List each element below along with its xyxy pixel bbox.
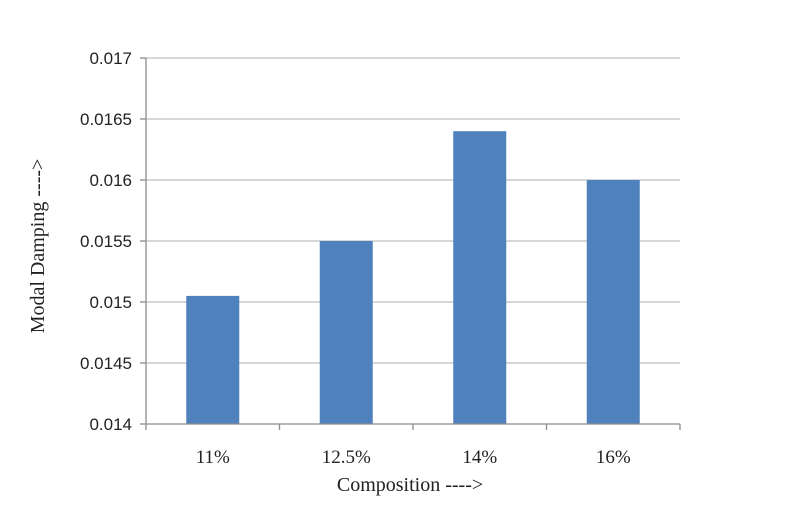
y-tick-label: 0.014 <box>89 415 132 434</box>
bars <box>186 131 640 424</box>
x-tick-label: 14% <box>462 447 497 468</box>
bar-16% <box>586 180 640 424</box>
y-tick-labels: 0.014 0.0145 0.015 0.0155 0.016 0.0165 0.017 <box>80 49 146 434</box>
y-axis-title: Modal Damping ----> <box>27 159 49 334</box>
y-tick-label: 0.0165 <box>80 110 132 129</box>
x-tick-label: 16% <box>596 447 631 468</box>
x-tick-labels: 11% 12.5% 14% 16% <box>145 424 681 468</box>
y-tick-label: 0.0155 <box>80 232 132 251</box>
bar-11% <box>186 295 240 424</box>
x-axis-title: Composition ----> <box>337 474 483 496</box>
y-tick-label: 0.016 <box>89 171 132 190</box>
bar-14% <box>453 131 507 424</box>
x-tick-label: 12.5% <box>322 447 371 468</box>
y-tick-label: 0.015 <box>89 293 132 312</box>
y-tick-label: 0.017 <box>89 49 132 68</box>
x-tick-label: 11% <box>196 447 230 468</box>
bar-12.5% <box>319 241 373 424</box>
y-tick-label: 0.0145 <box>80 354 132 373</box>
